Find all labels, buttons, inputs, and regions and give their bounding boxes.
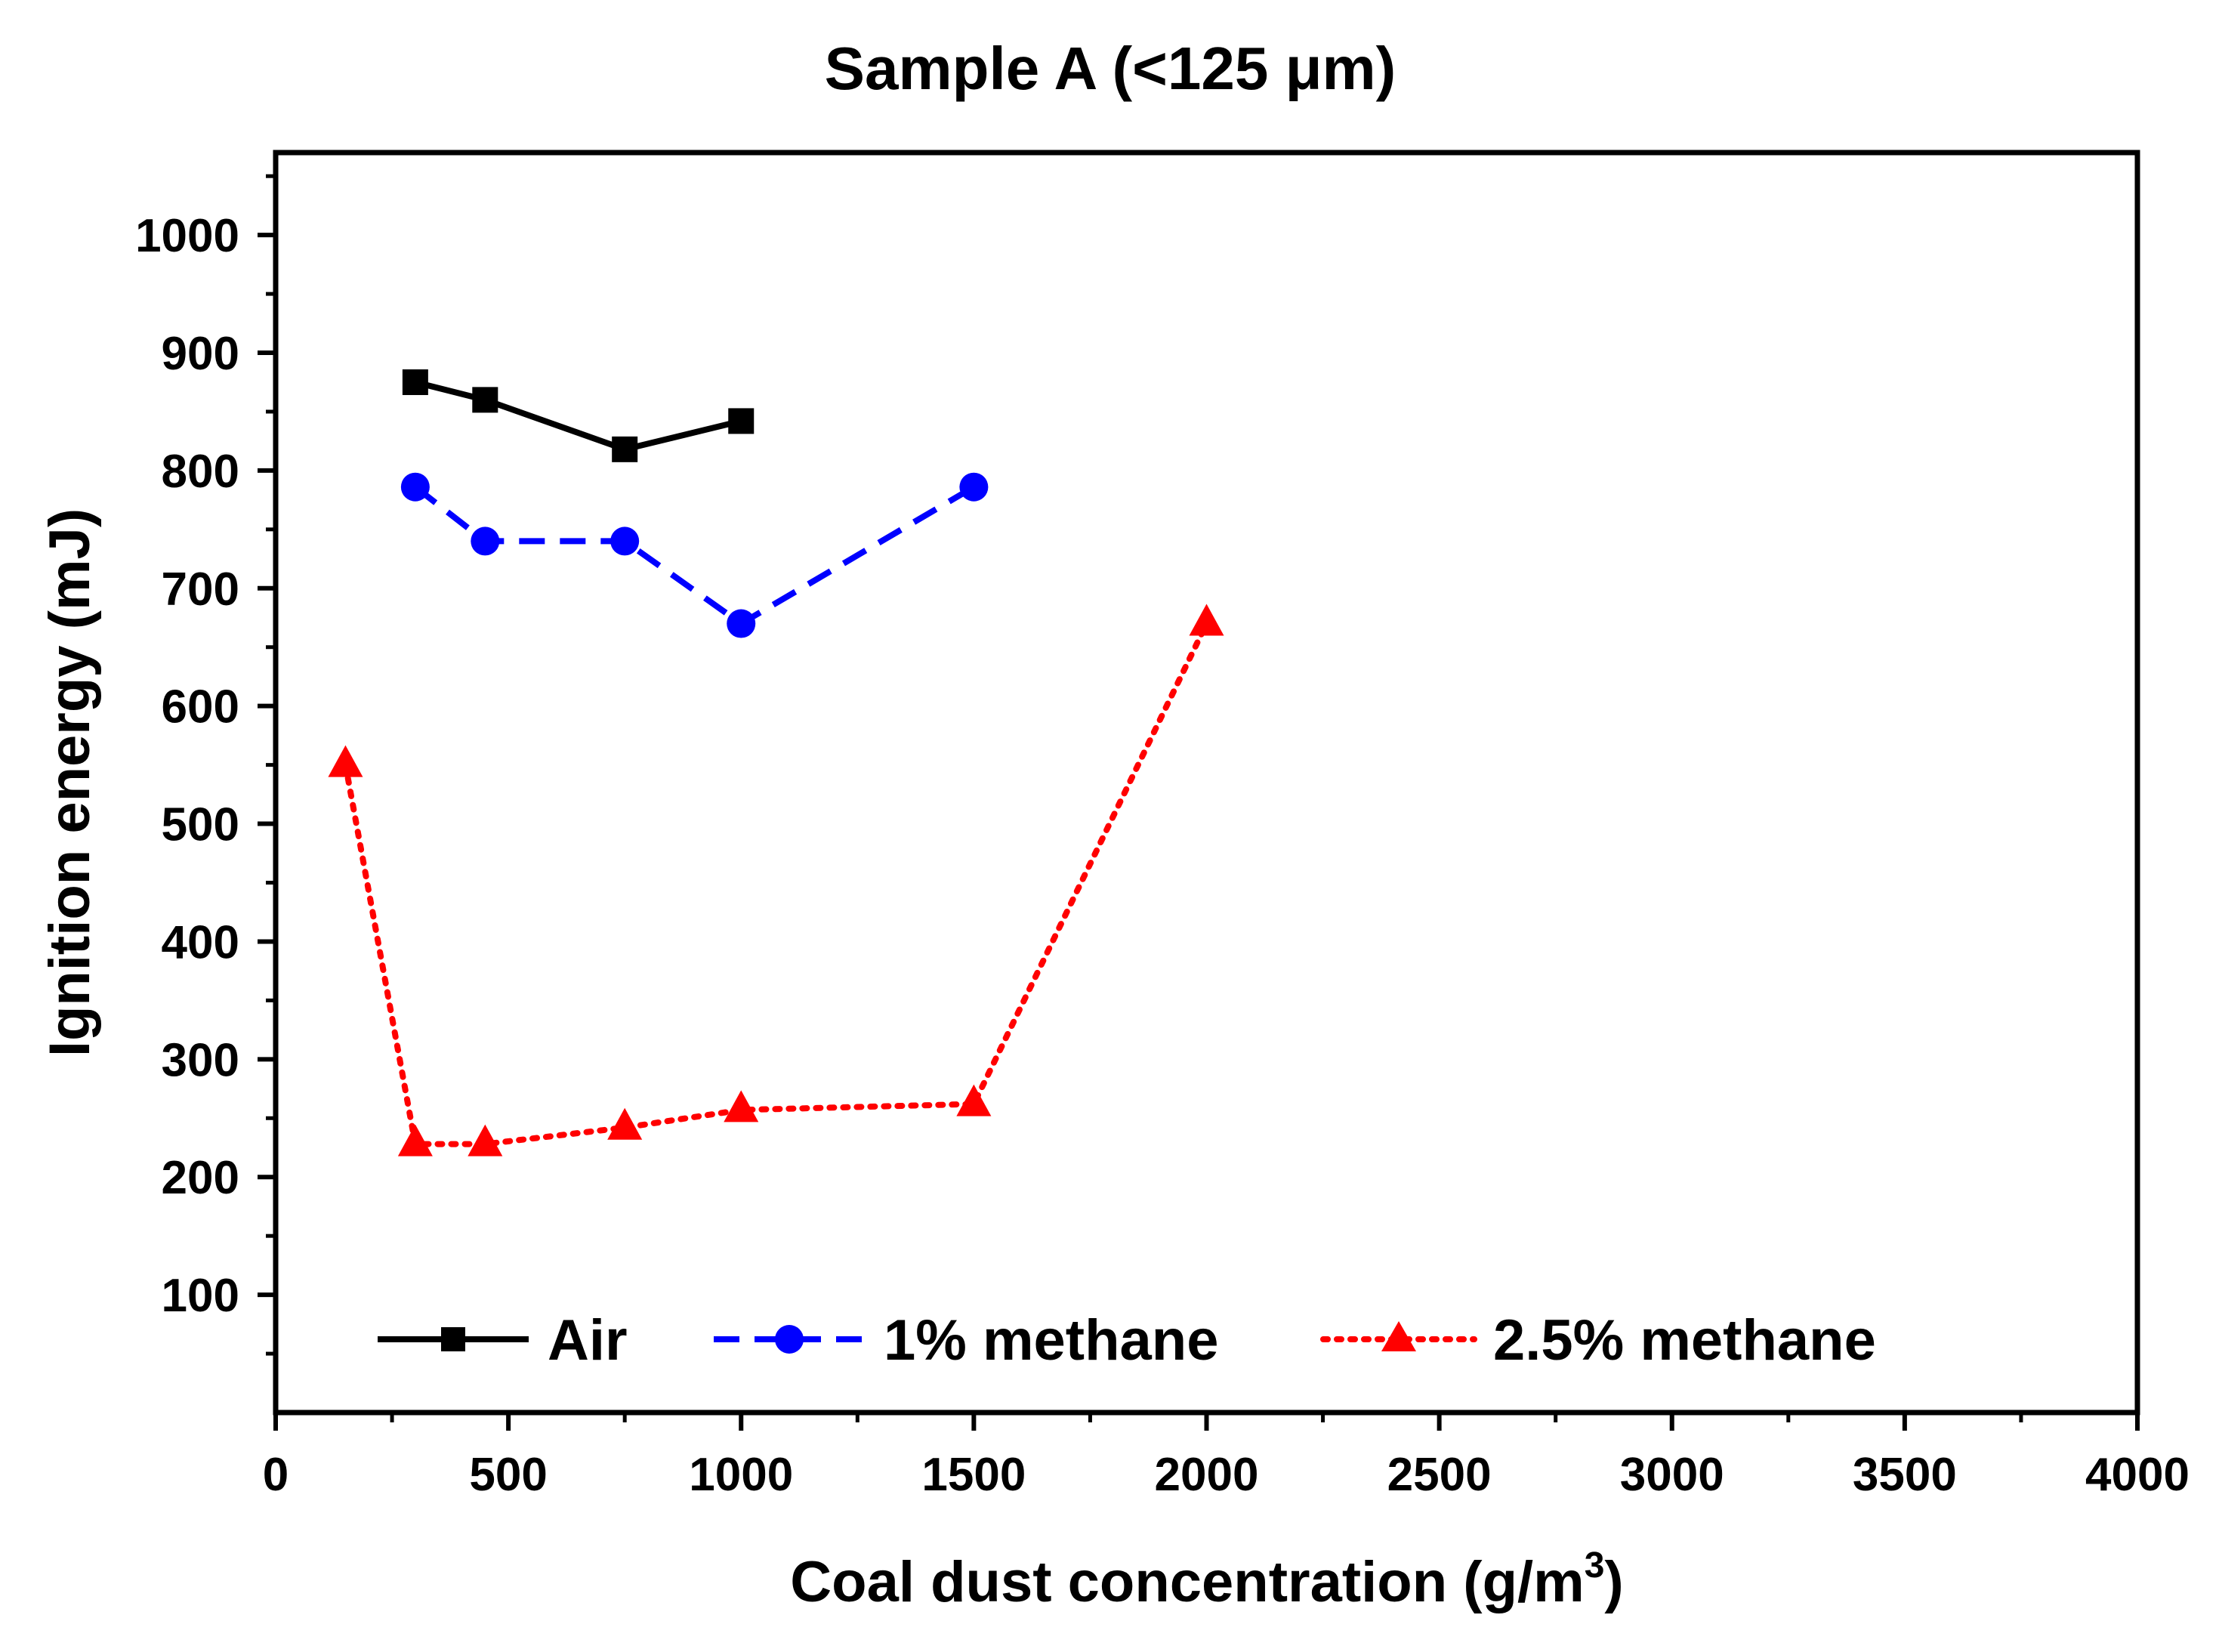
data-point-1-methane <box>959 472 989 502</box>
y-tick-label: 600 <box>162 681 239 733</box>
data-point-2-5-methane <box>397 1124 433 1156</box>
legend-marker-1pct-methane <box>775 1325 804 1354</box>
legend-item-2-5pct-methane: 2.5% methane <box>1320 1308 1876 1373</box>
series-line-air <box>414 379 742 452</box>
legend-marker-air <box>441 1327 465 1351</box>
y-tick-label: 500 <box>162 799 239 851</box>
data-point-1-methane <box>610 526 640 556</box>
x-tick-label: 3000 <box>1620 1449 1724 1501</box>
x-tick-label: 0 <box>263 1449 289 1501</box>
x-tick-label: 1500 <box>921 1449 1026 1501</box>
plot-area-frame <box>273 150 2140 1416</box>
data-point-1-methane <box>400 472 430 502</box>
y-tick-label: 400 <box>162 916 239 968</box>
y-axis-label: Ignition energy (mJ) <box>38 508 102 1057</box>
x-axis-label: Coal dust concentration (g/m3) <box>790 1545 1623 1614</box>
y-tick-label: 300 <box>162 1034 239 1086</box>
x-tick-label: 500 <box>469 1449 547 1501</box>
legend-item-1pct-methane: 1% methane <box>714 1308 1219 1373</box>
y-axis-ticks: 100 200 300 400 500 600 700 800 900 1000 <box>135 174 276 1356</box>
legend-marker-2-5pct-methane <box>1381 1321 1416 1351</box>
legend: Air 1% methane 2.5% methane <box>378 1308 1876 1373</box>
y-tick-label: 100 <box>162 1270 239 1322</box>
x-tick-label: 4000 <box>2085 1449 2190 1501</box>
data-point-2-5-methane <box>1189 604 1224 636</box>
data-point-2-5-methane <box>724 1090 759 1122</box>
legend-label-2-5pct-methane: 2.5% methane <box>1493 1308 1876 1373</box>
series-line-2-5-methane <box>342 620 1210 1147</box>
y-tick-label: 800 <box>162 446 239 498</box>
data-point-1-methane <box>727 609 756 638</box>
data-point-air <box>728 408 755 434</box>
y-tick-label: 700 <box>162 564 239 616</box>
data-point-2-5-methane <box>956 1084 992 1116</box>
y-tick-label: 900 <box>162 328 239 380</box>
data-point-2-5-methane <box>607 1107 643 1140</box>
data-point-air <box>402 369 428 395</box>
series-line-1-methane <box>413 484 976 627</box>
legend-item-air: Air <box>378 1308 628 1373</box>
x-tick-label: 2000 <box>1155 1449 1259 1501</box>
data-point-2-5-methane <box>468 1124 503 1156</box>
data-point-air <box>612 436 638 462</box>
legend-label-1pct-methane: 1% methane <box>884 1308 1219 1373</box>
y-tick-label: 200 <box>162 1152 239 1204</box>
legend-label-air: Air <box>548 1308 628 1373</box>
data-point-1-methane <box>471 526 500 556</box>
x-tick-label: 2500 <box>1387 1449 1492 1501</box>
x-axis-ticks: 0 500 1000 1500 2000 2500 3000 3500 4000 <box>263 1413 2190 1501</box>
series-layer <box>328 369 1224 1156</box>
data-point-2-5-methane <box>328 745 363 777</box>
x-tick-label: 1000 <box>689 1449 793 1501</box>
chart-title: Sample A (<125 μm) <box>825 35 1396 102</box>
data-point-air <box>472 387 498 413</box>
y-tick-label: 1000 <box>135 210 239 262</box>
x-tick-label: 3500 <box>1853 1449 1957 1501</box>
